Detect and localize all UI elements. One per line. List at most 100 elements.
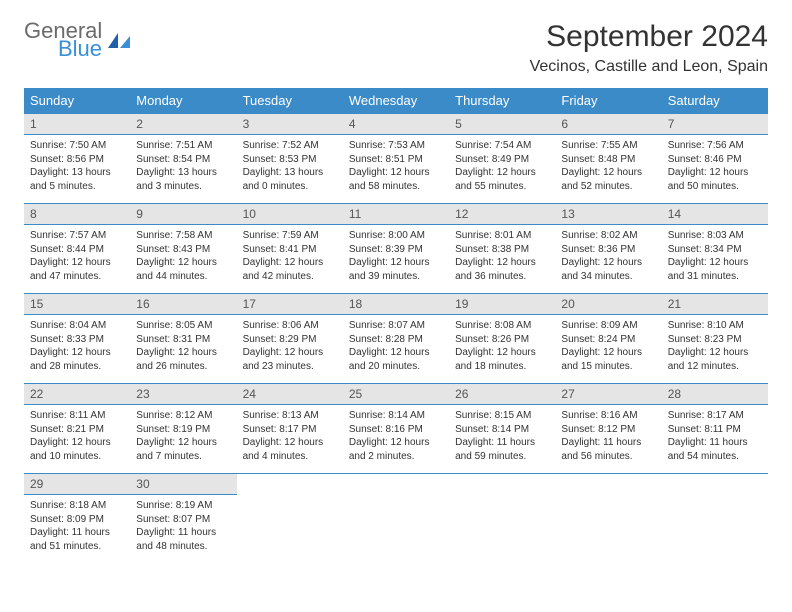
day-cell: Sunrise: 7:52 AMSunset: 8:53 PMDaylight:… [237, 135, 343, 204]
day-details: Sunrise: 7:59 AMSunset: 8:41 PMDaylight:… [243, 229, 337, 283]
day-of-week-header: Sunday [24, 88, 130, 114]
day-cell: Sunrise: 8:10 AMSunset: 8:23 PMDaylight:… [662, 315, 768, 384]
day-cell: Sunrise: 8:16 AMSunset: 8:12 PMDaylight:… [555, 405, 661, 474]
day-number-row: 1234567 [24, 114, 768, 135]
day-number [662, 474, 768, 495]
sunrise-line: Sunrise: 8:03 AM [668, 229, 762, 243]
day-cell: Sunrise: 8:11 AMSunset: 8:21 PMDaylight:… [24, 405, 130, 474]
day-cell: Sunrise: 7:54 AMSunset: 8:49 PMDaylight:… [449, 135, 555, 204]
calendar-table: SundayMondayTuesdayWednesdayThursdayFrid… [24, 88, 768, 563]
daylight-line: Daylight: 12 hours and 18 minutes. [455, 346, 549, 373]
day-cell [555, 495, 661, 564]
sunset-line: Sunset: 8:11 PM [668, 423, 762, 437]
daylight-line: Daylight: 12 hours and 20 minutes. [349, 346, 443, 373]
day-cell: Sunrise: 8:06 AMSunset: 8:29 PMDaylight:… [237, 315, 343, 384]
day-cell: Sunrise: 7:59 AMSunset: 8:41 PMDaylight:… [237, 225, 343, 294]
sunset-line: Sunset: 8:43 PM [136, 243, 230, 257]
daylight-line: Daylight: 12 hours and 10 minutes. [30, 436, 124, 463]
sunset-line: Sunset: 8:49 PM [455, 153, 549, 167]
sunset-line: Sunset: 8:31 PM [136, 333, 230, 347]
day-details: Sunrise: 8:11 AMSunset: 8:21 PMDaylight:… [30, 409, 124, 463]
sunrise-line: Sunrise: 8:07 AM [349, 319, 443, 333]
sunrise-line: Sunrise: 8:15 AM [455, 409, 549, 423]
sunrise-line: Sunrise: 8:17 AM [668, 409, 762, 423]
day-number [449, 474, 555, 495]
location-label: Vecinos, Castille and Leon, Spain [530, 58, 768, 76]
day-cell: Sunrise: 8:05 AMSunset: 8:31 PMDaylight:… [130, 315, 236, 384]
daylight-line: Daylight: 12 hours and 47 minutes. [30, 256, 124, 283]
sunset-line: Sunset: 8:21 PM [30, 423, 124, 437]
day-number: 25 [343, 384, 449, 405]
sunset-line: Sunset: 8:48 PM [561, 153, 655, 167]
day-cell: Sunrise: 7:53 AMSunset: 8:51 PMDaylight:… [343, 135, 449, 204]
day-cell: Sunrise: 8:18 AMSunset: 8:09 PMDaylight:… [24, 495, 130, 564]
day-details: Sunrise: 7:58 AMSunset: 8:43 PMDaylight:… [136, 229, 230, 283]
day-number: 13 [555, 204, 661, 225]
day-number: 3 [237, 114, 343, 135]
day-number-row: 22232425262728 [24, 384, 768, 405]
day-cell: Sunrise: 8:12 AMSunset: 8:19 PMDaylight:… [130, 405, 236, 474]
daylight-line: Daylight: 12 hours and 23 minutes. [243, 346, 337, 373]
header: General Blue September 2024 Vecinos, Cas… [24, 20, 768, 76]
daylight-line: Daylight: 12 hours and 52 minutes. [561, 166, 655, 193]
sunrise-line: Sunrise: 8:12 AM [136, 409, 230, 423]
week-row: Sunrise: 7:57 AMSunset: 8:44 PMDaylight:… [24, 225, 768, 294]
sunrise-line: Sunrise: 8:09 AM [561, 319, 655, 333]
day-details: Sunrise: 8:00 AMSunset: 8:39 PMDaylight:… [349, 229, 443, 283]
sunrise-line: Sunrise: 8:08 AM [455, 319, 549, 333]
sunrise-line: Sunrise: 8:05 AM [136, 319, 230, 333]
day-details: Sunrise: 7:57 AMSunset: 8:44 PMDaylight:… [30, 229, 124, 283]
daylight-line: Daylight: 12 hours and 12 minutes. [668, 346, 762, 373]
day-details: Sunrise: 8:07 AMSunset: 8:28 PMDaylight:… [349, 319, 443, 373]
sunrise-line: Sunrise: 7:51 AM [136, 139, 230, 153]
day-of-week-header: Monday [130, 88, 236, 114]
day-number: 30 [130, 474, 236, 495]
day-number: 7 [662, 114, 768, 135]
sunrise-line: Sunrise: 7:59 AM [243, 229, 337, 243]
sunset-line: Sunset: 8:38 PM [455, 243, 549, 257]
sunrise-line: Sunrise: 8:11 AM [30, 409, 124, 423]
sunset-line: Sunset: 8:36 PM [561, 243, 655, 257]
sunrise-line: Sunrise: 8:02 AM [561, 229, 655, 243]
day-number: 17 [237, 294, 343, 315]
sunset-line: Sunset: 8:17 PM [243, 423, 337, 437]
day-details: Sunrise: 8:08 AMSunset: 8:26 PMDaylight:… [455, 319, 549, 373]
day-cell: Sunrise: 7:50 AMSunset: 8:56 PMDaylight:… [24, 135, 130, 204]
day-cell: Sunrise: 7:51 AMSunset: 8:54 PMDaylight:… [130, 135, 236, 204]
day-number: 5 [449, 114, 555, 135]
day-cell: Sunrise: 7:57 AMSunset: 8:44 PMDaylight:… [24, 225, 130, 294]
sunrise-line: Sunrise: 8:18 AM [30, 499, 124, 513]
day-number: 27 [555, 384, 661, 405]
sunset-line: Sunset: 8:46 PM [668, 153, 762, 167]
day-details: Sunrise: 8:16 AMSunset: 8:12 PMDaylight:… [561, 409, 655, 463]
sunset-line: Sunset: 8:44 PM [30, 243, 124, 257]
sunrise-line: Sunrise: 8:06 AM [243, 319, 337, 333]
daylight-line: Daylight: 12 hours and 42 minutes. [243, 256, 337, 283]
logo-word-2: Blue [58, 38, 102, 60]
sunrise-line: Sunrise: 7:50 AM [30, 139, 124, 153]
sunrise-line: Sunrise: 8:13 AM [243, 409, 337, 423]
week-row: Sunrise: 8:18 AMSunset: 8:09 PMDaylight:… [24, 495, 768, 564]
day-details: Sunrise: 8:05 AMSunset: 8:31 PMDaylight:… [136, 319, 230, 373]
day-cell [449, 495, 555, 564]
sunset-line: Sunset: 8:34 PM [668, 243, 762, 257]
day-number: 28 [662, 384, 768, 405]
page-title: September 2024 [530, 20, 768, 54]
daylight-line: Daylight: 12 hours and 55 minutes. [455, 166, 549, 193]
sunrise-line: Sunrise: 8:14 AM [349, 409, 443, 423]
day-details: Sunrise: 8:02 AMSunset: 8:36 PMDaylight:… [561, 229, 655, 283]
day-details: Sunrise: 7:54 AMSunset: 8:49 PMDaylight:… [455, 139, 549, 193]
day-number: 14 [662, 204, 768, 225]
day-cell: Sunrise: 8:02 AMSunset: 8:36 PMDaylight:… [555, 225, 661, 294]
day-details: Sunrise: 8:06 AMSunset: 8:29 PMDaylight:… [243, 319, 337, 373]
day-cell [343, 495, 449, 564]
sunrise-line: Sunrise: 8:10 AM [668, 319, 762, 333]
day-number: 10 [237, 204, 343, 225]
day-details: Sunrise: 7:51 AMSunset: 8:54 PMDaylight:… [136, 139, 230, 193]
day-of-week-header: Wednesday [343, 88, 449, 114]
day-cell: Sunrise: 7:55 AMSunset: 8:48 PMDaylight:… [555, 135, 661, 204]
day-number: 11 [343, 204, 449, 225]
day-cell: Sunrise: 8:09 AMSunset: 8:24 PMDaylight:… [555, 315, 661, 384]
sunrise-line: Sunrise: 7:57 AM [30, 229, 124, 243]
day-number: 23 [130, 384, 236, 405]
